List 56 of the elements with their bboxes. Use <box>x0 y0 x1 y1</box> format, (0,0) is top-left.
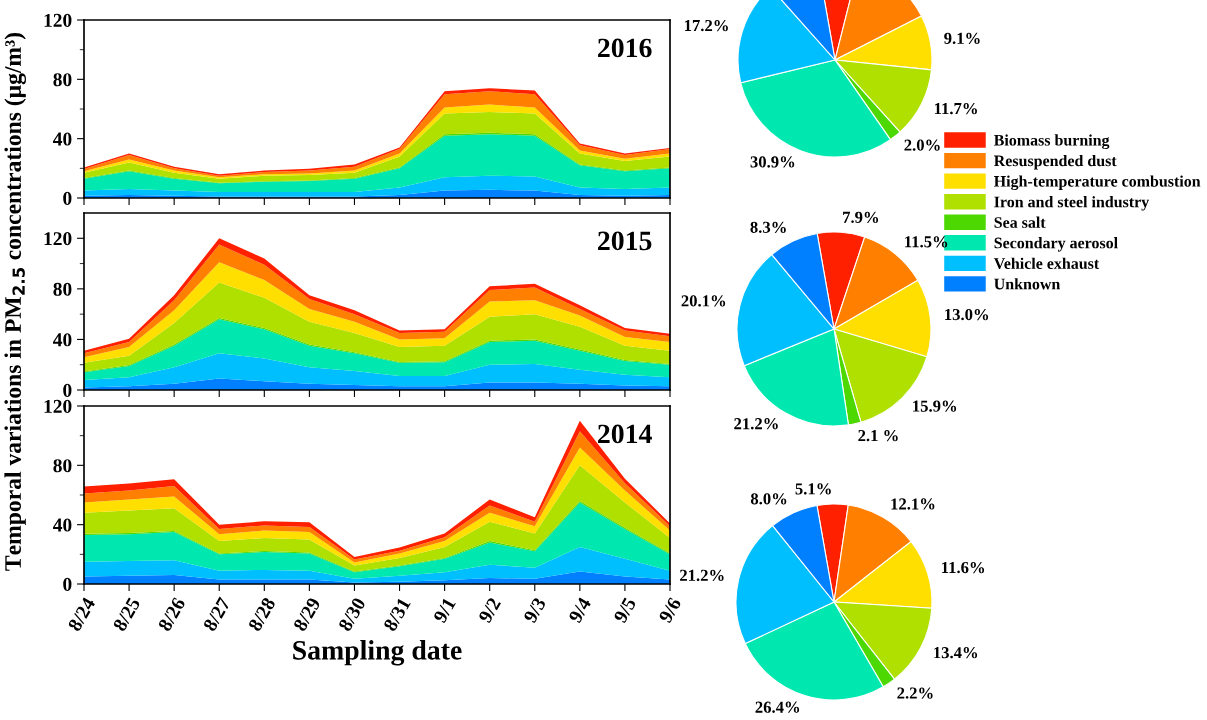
x-axis-title: Sampling date <box>293 640 462 666</box>
y-tick-label: 0 <box>63 577 72 591</box>
legend-label: Sea salt <box>994 216 1046 228</box>
data-label: 13.4% <box>934 647 978 659</box>
legend-label: Secondary aerosol <box>994 237 1118 252</box>
y-tick-label: 40 <box>53 518 72 532</box>
data-label: 9.1% <box>944 32 980 45</box>
data-label: 30.9% <box>750 156 795 168</box>
y-tick-label: 0 <box>63 383 72 397</box>
x-tick-label: 8/30 <box>337 596 366 633</box>
x-tick-label: 9/3 <box>523 596 547 624</box>
y-tick-label: 120 <box>44 13 72 27</box>
data-label: 13.0% <box>945 308 989 321</box>
data-label: 8.3% <box>750 221 786 233</box>
data-label: 21.2% <box>680 569 724 582</box>
data-label: 2.0% <box>904 139 940 151</box>
data-label: 15.9% <box>913 400 957 412</box>
data-label: 12.1% <box>891 498 935 510</box>
data-label: 20.1% <box>681 295 726 307</box>
legend-label: Unknown <box>994 278 1061 290</box>
x-tick-label: 9/6 <box>658 596 682 624</box>
x-tick-label: 8/31 <box>383 596 411 633</box>
data-label: 11.6% <box>942 561 985 574</box>
y-tick-label: 80 <box>53 282 72 296</box>
text: 2016 <box>598 38 652 58</box>
data-label: 17.2% <box>684 19 728 32</box>
data-label: 11.7% <box>934 102 977 115</box>
y-tick-label: 40 <box>53 132 72 146</box>
x-tick-label: 9/2 <box>478 596 502 624</box>
legend-label: Iron and steel industry <box>994 196 1150 211</box>
y-tick-label: 120 <box>44 232 72 246</box>
data-label: 5.1% <box>795 483 831 495</box>
x-tick-label: 8/28 <box>247 596 276 633</box>
legend-label: Biomass burning <box>993 134 1110 149</box>
y-tick-label: 80 <box>53 459 72 473</box>
y-tick-label: 80 <box>53 73 72 87</box>
y-tick-label: 40 <box>53 333 72 347</box>
y-axis-title: Temporal variations in PM$_{2.5}$ concentrations (μg/m³) <box>4 33 26 571</box>
x-tick-label: 8/29 <box>292 596 321 633</box>
x-tick-label: 9/4 <box>568 596 592 624</box>
x-tick-label: 9/5 <box>613 596 637 624</box>
legend-label: Resuspended dust <box>993 154 1117 170</box>
data-label: 26.4% <box>755 701 800 713</box>
legend-label: Vehicle exhaust <box>993 257 1100 269</box>
text: 2015 <box>598 231 652 251</box>
data-label: 2.1 % <box>858 429 898 442</box>
data-label: 8.0% <box>750 493 787 505</box>
x-tick-label: 9/1 <box>432 596 456 624</box>
data-label: 2.2% <box>897 687 933 699</box>
data-label: 7.9% <box>843 211 879 223</box>
y-tick-label: 120 <box>44 399 72 413</box>
x-tick-label: 8/25 <box>112 596 141 633</box>
data-label: 21.2% <box>734 418 778 430</box>
legend-label: High-temperature combustion <box>993 175 1201 191</box>
text: 2014 <box>598 424 652 444</box>
y-tick-label: 0 <box>63 191 72 205</box>
